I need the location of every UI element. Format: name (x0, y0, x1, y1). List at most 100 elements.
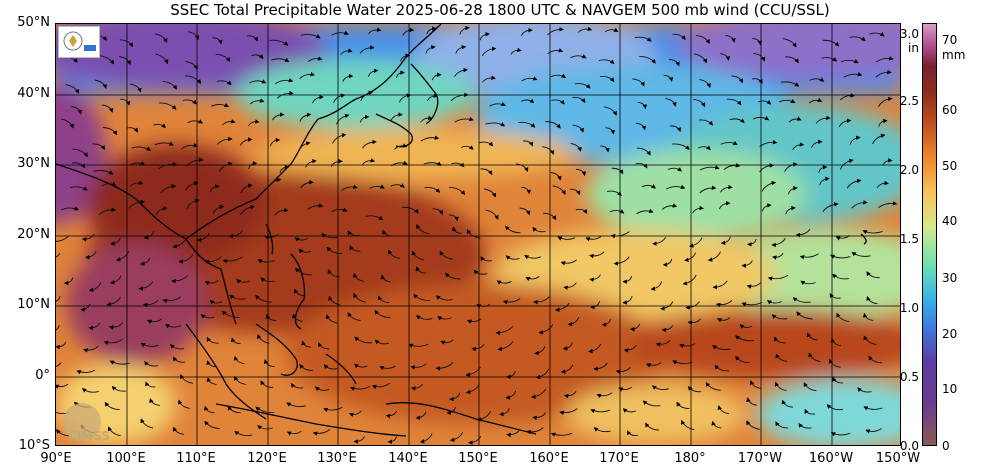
wind-streamline (390, 112, 403, 121)
wind-streamline (165, 324, 182, 329)
wind-streamline (424, 187, 441, 193)
wind-streamline (495, 326, 514, 336)
wind-streamline (661, 203, 678, 210)
wind-streamline (636, 208, 654, 215)
wind-streamline (292, 313, 303, 322)
wind-streamline (274, 207, 289, 216)
wind-streamline (645, 362, 662, 368)
lon-label-120e: 120°E (247, 451, 287, 466)
wind-streamline (349, 386, 371, 391)
wind-streamline (415, 315, 433, 320)
wind-streamline (711, 420, 722, 429)
wind-streamline (72, 148, 89, 158)
wind-streamline (431, 72, 442, 81)
wind-streamline (535, 368, 550, 380)
lon-label-110e: 110°E (176, 451, 216, 466)
wind-streamline (681, 419, 695, 431)
wind-streamline (234, 430, 253, 437)
wind-streamline (534, 346, 546, 356)
wind-streamline (445, 272, 461, 280)
wind-streamline (516, 163, 529, 173)
wind-streamline (246, 35, 258, 42)
lat-label-equator: 0° (35, 368, 50, 383)
wind-streamline (636, 147, 651, 156)
wind-streamline (607, 190, 622, 197)
wind-streamline (353, 436, 365, 444)
wind-streamline (153, 123, 166, 129)
wind-streamline (260, 277, 275, 283)
wind-streamline (479, 31, 490, 41)
wind-streamline (360, 90, 374, 102)
colorbar-inch-0-5: 0.5 (899, 370, 919, 384)
wind-streamline (481, 46, 497, 57)
wind-streamline (269, 39, 289, 46)
wind-streamline (129, 161, 146, 166)
wind-streamline (307, 56, 323, 63)
wind-streamline (868, 355, 882, 364)
colorbar-inch-2-5: 2.5 (899, 94, 919, 108)
wind-streamline (699, 79, 711, 88)
wind-streamline (227, 405, 241, 414)
wind-streamline (204, 420, 220, 430)
wind-streamline (650, 281, 663, 291)
wind-streamline (551, 99, 565, 105)
wind-streamline (485, 122, 506, 127)
lon-label-180: 180° (674, 451, 706, 466)
wind-streamline (570, 54, 587, 59)
colorbar-inch-2-0: 2.0 (899, 163, 919, 177)
wind-streamline (872, 133, 886, 145)
wind-streamline (188, 31, 200, 41)
wind-streamline (496, 280, 512, 285)
wind-streamline (408, 343, 429, 348)
wind-streamline (489, 101, 506, 107)
wind-streamline (525, 276, 540, 282)
wind-streamline (347, 230, 360, 236)
wind-streamline (851, 251, 871, 257)
wind-streamline (394, 143, 408, 150)
wind-streamline (532, 226, 546, 233)
wind-streamline (808, 97, 823, 104)
wind-streamline (294, 237, 309, 242)
wind-streamline (774, 381, 787, 392)
wind-streamline (788, 116, 802, 123)
colorbar-mm-0: 0 (942, 439, 950, 453)
wind-streamline (655, 339, 671, 347)
wind-streamline (359, 45, 375, 54)
wind-streamline (240, 183, 253, 194)
wind-streamline (129, 83, 142, 93)
wind-streamline (849, 36, 866, 42)
wind-streamline (835, 235, 851, 241)
wind-streamline (543, 212, 557, 221)
wind-streamline (187, 119, 203, 124)
wind-streamline (248, 161, 258, 169)
wind-streamline (479, 141, 494, 147)
wind-streamline (882, 158, 893, 166)
wind-streamline (672, 33, 686, 41)
wind-streamline (758, 99, 772, 105)
wind-streamline (839, 158, 854, 170)
wind-streamline (298, 248, 312, 254)
wind-streamline (206, 377, 217, 385)
wind-streamline (752, 78, 763, 85)
lon-label-170e: 170°E (599, 451, 639, 466)
wind-streamline (632, 78, 645, 87)
wind-streamline (532, 412, 547, 421)
wind-streamline (154, 33, 168, 43)
wind-streamline (332, 133, 347, 144)
wind-streamline (362, 139, 377, 149)
wind-streamline (552, 185, 566, 196)
wind-streamline (120, 98, 131, 106)
wind-streamline (377, 295, 390, 304)
wind-streamline (56, 295, 61, 302)
wind-streamline (398, 93, 412, 103)
wind-streamline (622, 408, 636, 413)
wind-streamline (838, 118, 852, 128)
wind-streamline (317, 342, 330, 350)
colorbar-mm-unit: mm (942, 48, 966, 62)
wind-streamline (822, 39, 840, 47)
wind-streamline (665, 98, 677, 107)
colorbar-mm-20: 20 (942, 327, 958, 341)
wind-streamline (818, 165, 828, 173)
wind-streamline (420, 115, 433, 123)
wind-streamline (720, 53, 731, 61)
